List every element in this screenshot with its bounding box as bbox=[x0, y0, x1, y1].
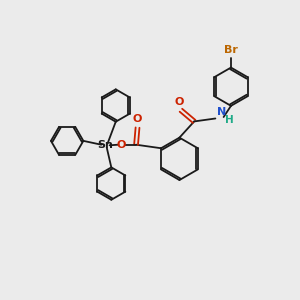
Text: Sn: Sn bbox=[98, 140, 113, 150]
Text: N: N bbox=[217, 107, 226, 117]
Text: O: O bbox=[132, 114, 142, 124]
Text: O: O bbox=[117, 140, 126, 150]
Text: H: H bbox=[225, 115, 234, 125]
Text: O: O bbox=[175, 97, 184, 107]
Text: Br: Br bbox=[224, 45, 238, 55]
